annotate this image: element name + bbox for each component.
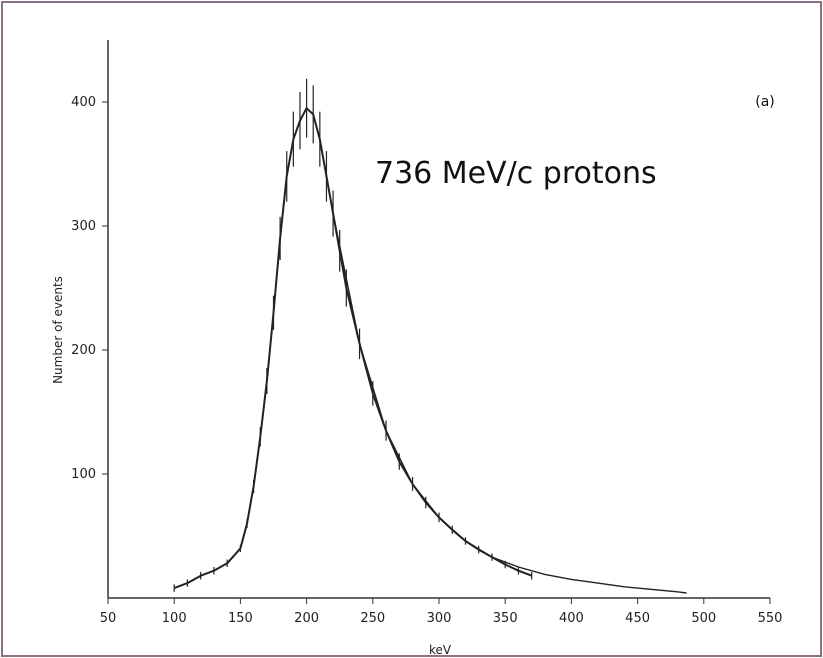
x-tick-label-250: 250 bbox=[360, 611, 385, 626]
panel-label: (a) bbox=[755, 94, 775, 110]
x-tick-label-450: 450 bbox=[625, 611, 650, 626]
x-tick-label-150: 150 bbox=[228, 611, 253, 626]
y-tick-label-200: 200 bbox=[71, 343, 96, 358]
y-tick-label-100: 100 bbox=[71, 467, 96, 482]
x-axis-title: keV bbox=[429, 643, 452, 657]
x-tick-label-300: 300 bbox=[427, 611, 452, 626]
y-tick-label-400: 400 bbox=[71, 95, 96, 110]
x-tick-label-50: 50 bbox=[100, 611, 117, 626]
y-axis-title: Number of events bbox=[51, 276, 65, 384]
x-tick-label-100: 100 bbox=[162, 611, 187, 626]
x-tick-label-550: 550 bbox=[758, 611, 783, 626]
plot-area: 50 100 150 200 250 300 350 400 450 500 550 100 200 30… bbox=[71, 40, 782, 626]
x-tick-label-200: 200 bbox=[294, 611, 319, 626]
series-line-1 bbox=[332, 213, 687, 594]
x-tick-label-500: 500 bbox=[691, 611, 716, 626]
y-tick-label-300: 300 bbox=[71, 219, 96, 234]
x-tick-label-350: 350 bbox=[493, 611, 518, 626]
x-tick-label-400: 400 bbox=[559, 611, 584, 626]
annotation-text: 736 MeV/c protons bbox=[375, 156, 657, 191]
